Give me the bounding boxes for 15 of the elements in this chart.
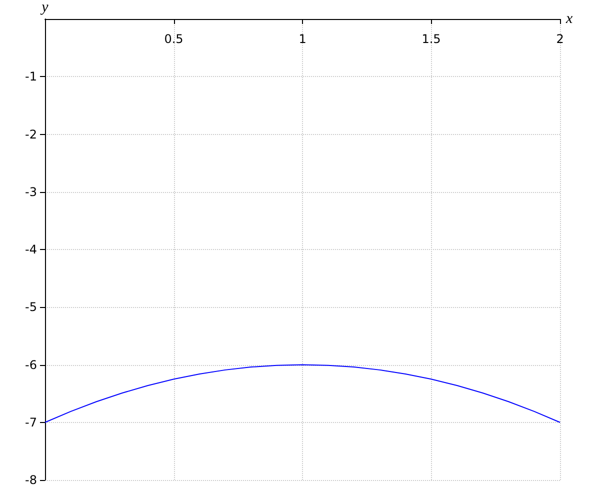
y-tick-label: -2 bbox=[25, 127, 37, 142]
y-tick-label: -3 bbox=[25, 184, 37, 199]
y-tick-label: -5 bbox=[25, 300, 37, 314]
x-tick-label: 1 bbox=[298, 32, 306, 46]
x-tick-label: 1.5 bbox=[422, 32, 441, 46]
y-tick-label: -8 bbox=[25, 473, 37, 487]
y-tick-label: -4 bbox=[25, 242, 37, 256]
x-axis-title: x bbox=[565, 11, 573, 27]
x-tick-label: 2 bbox=[556, 32, 564, 46]
y-axis-title: y bbox=[40, 0, 49, 16]
y-tick-label: -7 bbox=[25, 415, 37, 430]
line-series bbox=[44, 364, 560, 423]
x-tick-label: 0.5 bbox=[164, 32, 184, 46]
y-tick-label: -6 bbox=[25, 358, 37, 372]
y-tick-label: -1 bbox=[25, 70, 37, 84]
